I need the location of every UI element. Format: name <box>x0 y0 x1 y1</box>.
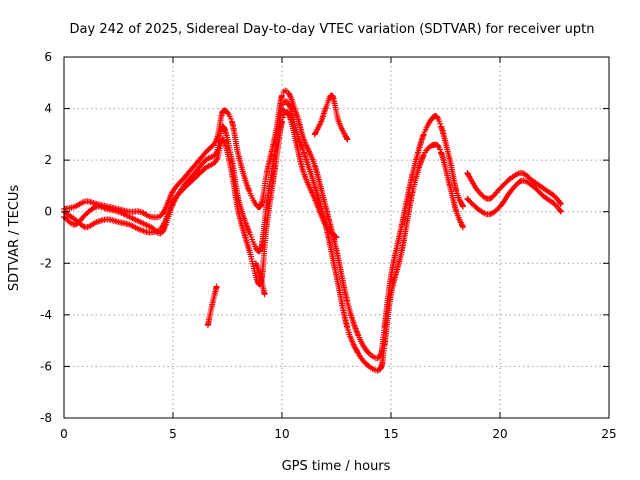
y-tick-label: -4 <box>40 308 52 322</box>
y-tick-label: 0 <box>44 205 52 219</box>
data-series <box>61 87 564 374</box>
x-tick-label: 10 <box>274 427 289 441</box>
series-trace-8 <box>252 260 268 298</box>
x-tick-label: 0 <box>60 427 68 441</box>
series-trace-7 <box>204 283 220 329</box>
chart-title: Day 242 of 2025, Sidereal Day-to-day VTE… <box>70 22 595 37</box>
y-tick-label: -6 <box>40 359 52 373</box>
y-tick-labels: -8 -6 -4 -2 0 2 4 6 <box>40 50 52 425</box>
x-tick-label: 25 <box>601 427 616 441</box>
x-axis-label: GPS time / hours <box>282 459 391 474</box>
plot-frame <box>63 56 610 419</box>
y-tick-label: -2 <box>40 256 52 270</box>
x-tick-label: 15 <box>383 427 398 441</box>
series-trace-5 <box>464 170 564 207</box>
y-tick-label: -8 <box>40 411 52 425</box>
x-tick-label: 20 <box>492 427 507 441</box>
series-trace-6 <box>464 177 564 218</box>
y-tick-label: 2 <box>44 153 52 167</box>
grid-lines <box>64 57 609 418</box>
y-tick-label: 4 <box>44 102 52 116</box>
series-trace-4 <box>311 92 351 143</box>
y-axis-label: SDTVAR / TECUs <box>7 185 22 292</box>
x-tick-labels: 0 5 10 15 20 25 <box>60 427 616 441</box>
x-tick-label: 5 <box>169 427 177 441</box>
y-tick-label: 6 <box>44 50 52 64</box>
